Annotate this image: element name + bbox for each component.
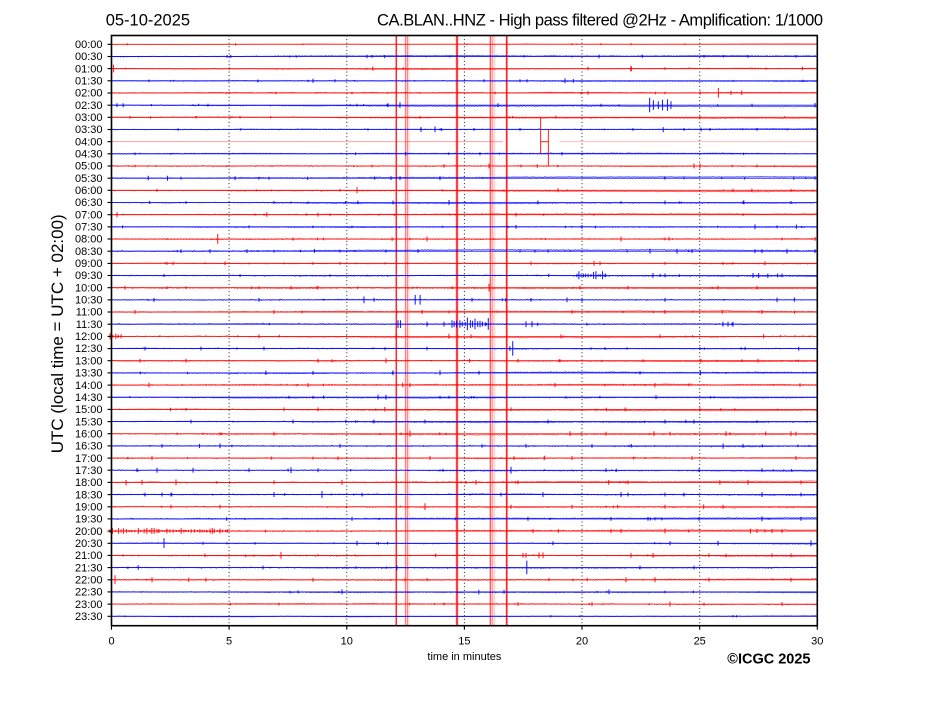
- svg-text:30: 30: [811, 636, 823, 648]
- svg-text:19:00: 19:00: [75, 502, 103, 514]
- svg-text:18:30: 18:30: [75, 489, 103, 501]
- svg-text:05:00: 05:00: [75, 161, 103, 173]
- svg-text:11:00: 11:00: [76, 307, 103, 319]
- svg-text:20:30: 20:30: [75, 538, 103, 550]
- svg-text:10:30: 10:30: [75, 295, 103, 307]
- svg-text:time in minutes: time in minutes: [427, 651, 501, 663]
- svg-text:00:30: 00:30: [75, 51, 103, 63]
- svg-text:5: 5: [226, 636, 232, 648]
- svg-text:07:00: 07:00: [75, 209, 103, 221]
- svg-text:15:00: 15:00: [75, 404, 103, 416]
- svg-text:CA.BLAN..HNZ - High pass filte: CA.BLAN..HNZ - High pass filtered @2Hz -…: [377, 12, 823, 30]
- svg-text:04:30: 04:30: [75, 149, 103, 161]
- svg-text:19:30: 19:30: [75, 514, 103, 526]
- svg-text:08:30: 08:30: [75, 246, 103, 258]
- svg-text:17:30: 17:30: [75, 465, 103, 477]
- svg-text:00:00: 00:00: [75, 39, 103, 51]
- svg-text:11:30: 11:30: [76, 319, 103, 331]
- svg-text:05:30: 05:30: [75, 173, 103, 185]
- svg-text:06:30: 06:30: [75, 197, 103, 209]
- svg-text:20: 20: [576, 636, 588, 648]
- svg-text:UTC (local time = UTC + 02:00): UTC (local time = UTC + 02:00): [48, 214, 67, 453]
- svg-text:20:00: 20:00: [75, 526, 103, 538]
- svg-text:06:00: 06:00: [75, 185, 103, 197]
- svg-text:16:30: 16:30: [75, 441, 103, 453]
- svg-text:02:30: 02:30: [75, 100, 103, 112]
- svg-text:21:30: 21:30: [75, 562, 103, 574]
- svg-text:21:00: 21:00: [75, 550, 103, 562]
- svg-text:15:30: 15:30: [75, 416, 103, 428]
- svg-text:01:30: 01:30: [75, 76, 103, 88]
- svg-text:23:30: 23:30: [75, 611, 103, 623]
- svg-text:10:00: 10:00: [75, 282, 103, 294]
- svg-text:14:30: 14:30: [75, 392, 103, 404]
- svg-text:03:00: 03:00: [75, 112, 103, 124]
- svg-text:12:30: 12:30: [75, 343, 103, 355]
- svg-text:©ICGC 2025: ©ICGC 2025: [727, 651, 810, 667]
- svg-text:05-10-2025: 05-10-2025: [106, 12, 190, 30]
- svg-text:13:30: 13:30: [75, 368, 103, 380]
- svg-text:12:00: 12:00: [75, 331, 103, 343]
- svg-text:02:00: 02:00: [75, 88, 103, 100]
- svg-text:09:00: 09:00: [75, 258, 103, 270]
- svg-text:04:00: 04:00: [75, 136, 103, 148]
- svg-text:09:30: 09:30: [75, 270, 103, 282]
- svg-text:03:30: 03:30: [75, 124, 103, 136]
- svg-text:22:30: 22:30: [75, 587, 103, 599]
- svg-text:13:00: 13:00: [75, 355, 103, 367]
- svg-text:15: 15: [458, 636, 470, 648]
- svg-text:23:00: 23:00: [75, 599, 103, 611]
- svg-text:08:00: 08:00: [75, 234, 103, 246]
- svg-text:17:00: 17:00: [75, 453, 103, 465]
- svg-text:25: 25: [694, 636, 706, 648]
- svg-text:01:00: 01:00: [75, 63, 103, 75]
- svg-text:18:00: 18:00: [75, 477, 103, 489]
- svg-text:10: 10: [341, 636, 353, 648]
- svg-text:22:00: 22:00: [75, 575, 103, 587]
- svg-text:07:30: 07:30: [75, 222, 103, 234]
- svg-text:14:00: 14:00: [75, 380, 103, 392]
- svg-text:0: 0: [108, 636, 114, 648]
- svg-text:16:00: 16:00: [75, 428, 103, 440]
